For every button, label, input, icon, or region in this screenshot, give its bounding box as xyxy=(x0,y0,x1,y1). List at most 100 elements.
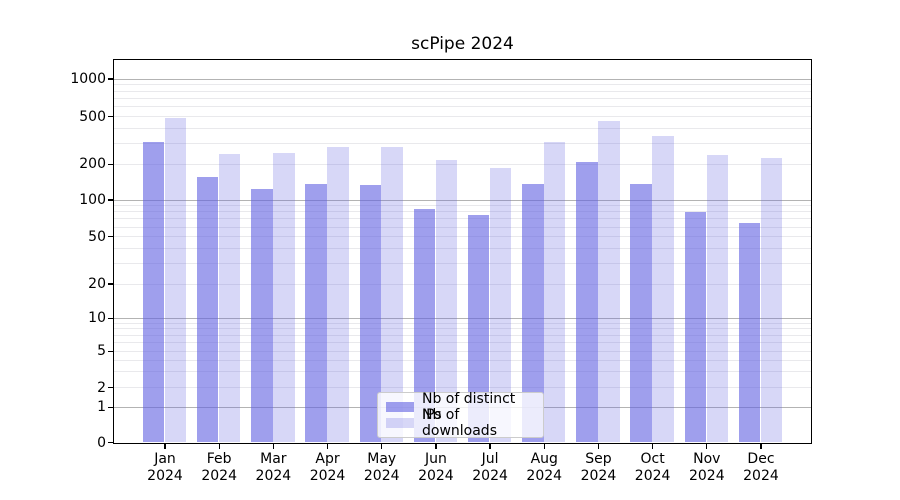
bar-nb-of-downloads-may-2024 xyxy=(381,146,403,442)
y-tick-mark xyxy=(108,236,113,238)
x-tick-mark xyxy=(326,444,329,449)
x-tick-label: Jun 2024 xyxy=(418,451,454,484)
gridline-minor xyxy=(114,90,811,92)
x-tick-label: Feb 2024 xyxy=(201,451,237,484)
gridline-minor xyxy=(114,334,811,336)
bar-nb-of-distinct-ips-dec-2024 xyxy=(738,223,761,442)
y-tick-label: 1000 xyxy=(70,71,106,87)
x-tick-label: May 2024 xyxy=(363,451,400,484)
bar-nb-of-distinct-ips-sep-2024 xyxy=(576,162,598,442)
bar-nb-of-downloads-jul-2024 xyxy=(489,168,512,442)
x-tick-mark xyxy=(489,444,491,449)
gridline-minor xyxy=(114,342,811,344)
bar-nb-of-distinct-ips-may-2024 xyxy=(359,185,382,442)
gridline-minor xyxy=(114,205,811,207)
bar-nb-of-downloads-sep-2024 xyxy=(598,121,620,442)
gridline-minor xyxy=(114,350,811,352)
y-tick-label: 2 xyxy=(97,379,106,396)
gridline-minor xyxy=(114,163,811,165)
gridline-major xyxy=(114,317,811,319)
gridline-minor xyxy=(114,218,811,220)
legend-item-downloads: Nb of downloads xyxy=(386,407,535,439)
legend-swatch-distinct-ips xyxy=(386,402,414,412)
legend-swatch-downloads xyxy=(386,418,414,428)
gridline-minor xyxy=(114,106,811,108)
bar-nb-of-distinct-ips-nov-2024 xyxy=(684,211,707,442)
bar-nb-of-distinct-ips-feb-2024 xyxy=(196,176,219,442)
bar-nb-of-downloads-jun-2024 xyxy=(435,160,458,442)
bar-nb-of-downloads-mar-2024 xyxy=(273,153,295,442)
plot-area xyxy=(113,59,812,444)
y-tick-label: 1 xyxy=(97,399,106,416)
bar-nb-of-distinct-ips-oct-2024 xyxy=(630,184,652,442)
x-tick-mark xyxy=(164,444,166,449)
gridline-minor xyxy=(114,97,811,99)
bar-nb-of-distinct-ips-mar-2024 xyxy=(251,188,273,442)
bar-nb-of-downloads-aug-2024 xyxy=(543,141,566,442)
x-tick-label: Dec 2024 xyxy=(743,451,779,484)
bar-nb-of-downloads-jan-2024 xyxy=(164,117,187,442)
y-tick-mark xyxy=(108,441,113,444)
bar-nb-of-downloads-oct-2024 xyxy=(652,136,674,442)
bar-nb-of-downloads-dec-2024 xyxy=(760,158,783,442)
gridline-minor xyxy=(114,236,811,238)
bar-nb-of-distinct-ips-aug-2024 xyxy=(522,183,544,442)
bar-nb-of-downloads-apr-2024 xyxy=(327,147,349,442)
gridline-minor xyxy=(114,387,811,388)
bar-nb-of-distinct-ips-apr-2024 xyxy=(305,183,327,442)
x-tick-label: Aug 2024 xyxy=(526,451,563,484)
y-tick-label: 20 xyxy=(88,276,106,292)
y-tick-mark xyxy=(108,78,113,80)
y-tick-label: 100 xyxy=(79,192,106,208)
y-tick-mark xyxy=(108,116,113,118)
gridline-minor xyxy=(114,370,811,372)
gridline-minor xyxy=(114,283,811,285)
y-tick-mark xyxy=(108,406,113,408)
legend: Nb of distinct IPs Nb of downloads xyxy=(377,391,544,439)
bar-nb-of-downloads-nov-2024 xyxy=(706,154,728,442)
gridline-minor xyxy=(114,262,811,264)
x-tick-mark xyxy=(435,444,437,449)
y-tick-mark xyxy=(108,317,113,319)
y-tick-label: 5 xyxy=(97,343,106,360)
x-tick-label: Jan 2024 xyxy=(147,451,183,484)
x-tick-mark xyxy=(543,444,545,449)
x-tick-mark xyxy=(706,444,708,449)
legend-item-distinct-ips: Nb of distinct IPs xyxy=(386,391,535,423)
gridline-minor xyxy=(114,142,811,144)
gridline-minor xyxy=(114,328,811,330)
x-tick-mark xyxy=(381,444,383,449)
bar-nb-of-downloads-feb-2024 xyxy=(218,154,241,442)
gridline-minor xyxy=(114,226,811,228)
x-tick-label: Apr 2024 xyxy=(309,451,346,484)
y-tick-mark xyxy=(108,199,113,201)
chart-title: scPipe 2024 xyxy=(411,34,514,54)
y-tick-mark xyxy=(108,350,113,352)
gridline-major xyxy=(114,78,811,80)
y-tick-label: 50 xyxy=(88,228,106,245)
y-tick-mark xyxy=(108,163,113,165)
gridline-minor xyxy=(114,247,811,249)
x-tick-label: Oct 2024 xyxy=(634,451,671,484)
y-tick-label: 200 xyxy=(79,156,106,173)
x-tick-label: Jul 2024 xyxy=(472,451,508,484)
legend-label-downloads: Nb of downloads xyxy=(422,407,497,439)
bar-nb-of-distinct-ips-jan-2024 xyxy=(142,141,165,442)
y-tick-mark xyxy=(108,386,113,389)
x-tick-mark xyxy=(272,444,275,449)
gridline-minor xyxy=(114,127,811,129)
y-tick-label: 10 xyxy=(88,310,106,327)
gridline-minor xyxy=(114,84,811,86)
legend-label-distinct-ips: Nb of distinct IPs xyxy=(422,391,516,423)
y-tick-label: 0 xyxy=(97,434,106,451)
x-tick-label: Mar 2024 xyxy=(255,451,292,484)
gridline-minor xyxy=(114,211,811,213)
bar-nb-of-distinct-ips-jul-2024 xyxy=(467,214,490,442)
x-tick-mark xyxy=(218,444,220,449)
bar-nb-of-distinct-ips-jun-2024 xyxy=(413,209,436,442)
x-tick-mark xyxy=(652,444,654,449)
y-tick-label: 500 xyxy=(79,108,106,125)
x-tick-mark xyxy=(597,444,600,449)
x-tick-mark xyxy=(760,444,762,449)
